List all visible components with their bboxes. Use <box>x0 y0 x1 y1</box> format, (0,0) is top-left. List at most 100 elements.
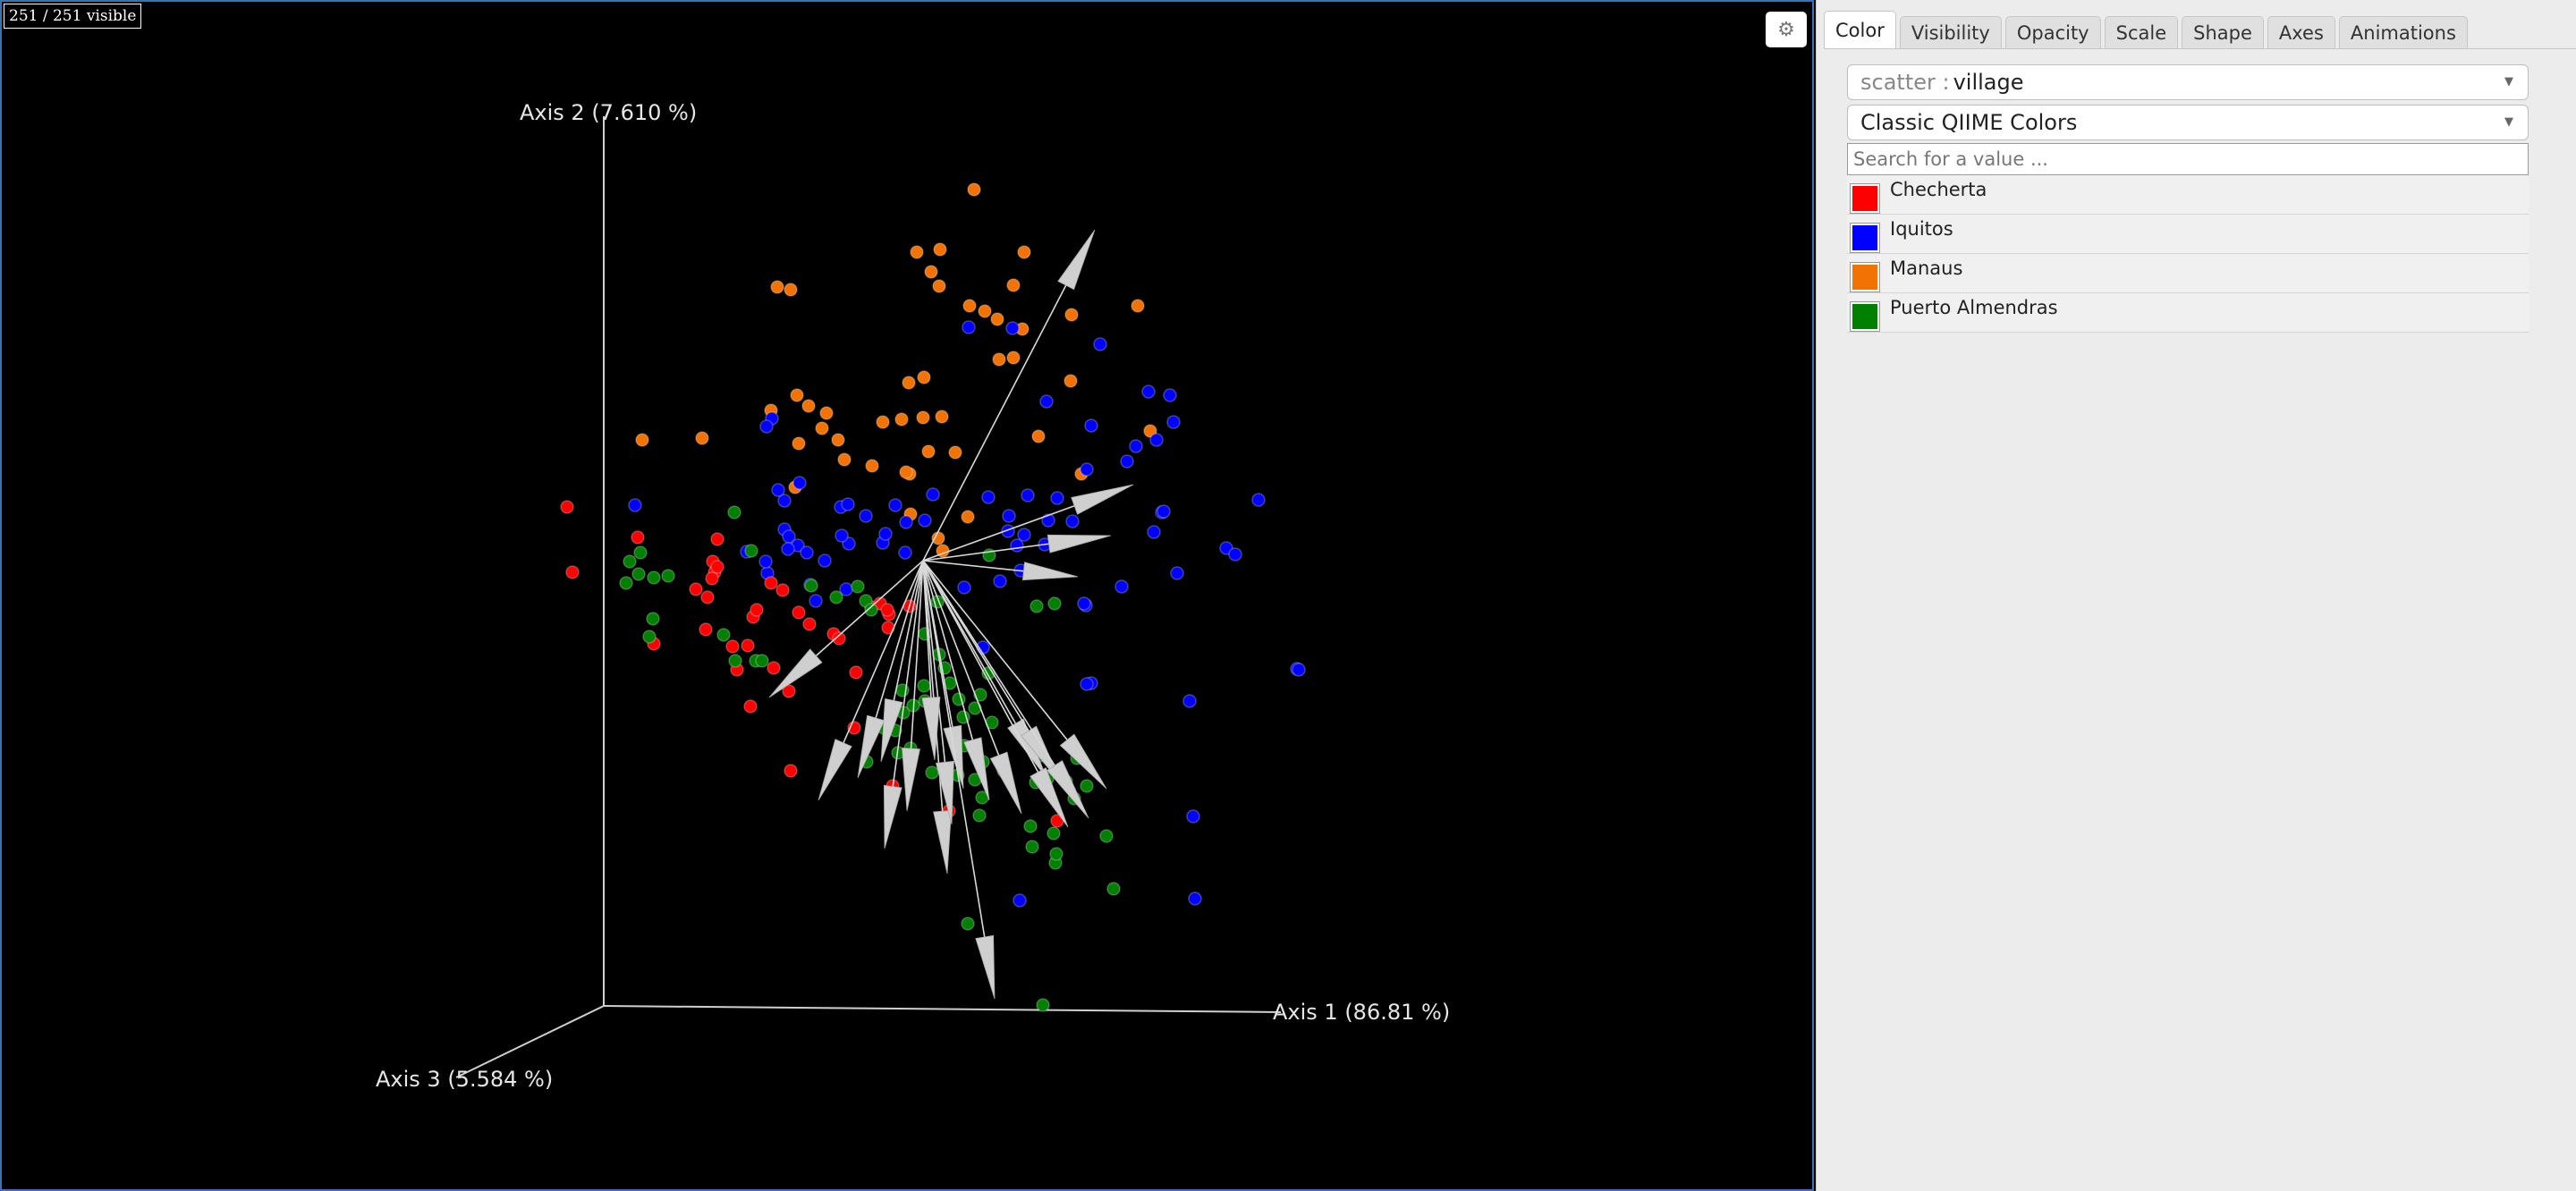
sample-point[interactable] <box>784 764 798 778</box>
tab-opacity[interactable]: Opacity <box>2004 16 2101 48</box>
sample-point[interactable] <box>898 545 912 560</box>
color-swatch[interactable] <box>1851 301 1879 331</box>
sample-point[interactable] <box>782 684 796 698</box>
sample-point[interactable] <box>1046 826 1061 840</box>
sample-point[interactable] <box>880 603 894 617</box>
sample-point[interactable] <box>837 452 852 467</box>
sample-point[interactable] <box>1013 893 1027 908</box>
sample-point[interactable] <box>619 576 633 590</box>
sample-point[interactable] <box>781 542 795 556</box>
sample-point[interactable] <box>792 476 807 490</box>
sample-point[interactable] <box>1041 513 1055 528</box>
sample-point[interactable] <box>689 582 703 596</box>
sample-point[interactable] <box>800 545 814 560</box>
sample-point[interactable] <box>755 654 769 668</box>
sample-point[interactable] <box>1006 278 1021 292</box>
sample-point[interactable] <box>767 661 781 675</box>
sample-point[interactable] <box>902 376 916 390</box>
emperor-plot-canvas[interactable]: Axis 2 (7.610 %) Axis 1 (86.81 %) Axis 3… <box>0 0 1814 1191</box>
tab-shape[interactable]: Shape <box>2182 16 2264 48</box>
sample-point[interactable] <box>1063 374 1078 388</box>
sample-point[interactable] <box>849 665 863 680</box>
sample-point[interactable] <box>918 513 932 528</box>
sample-point[interactable] <box>1166 415 1181 429</box>
sample-point[interactable] <box>1147 525 1161 539</box>
sample-point[interactable] <box>972 808 987 823</box>
sample-point[interactable] <box>725 639 740 654</box>
sample-point[interactable] <box>917 370 931 384</box>
sample-point[interactable] <box>948 445 962 460</box>
sample-point[interactable] <box>1065 514 1080 528</box>
sample-point[interactable] <box>835 528 849 543</box>
sample-point[interactable] <box>899 515 913 529</box>
sample-point[interactable] <box>801 399 816 413</box>
sample-point[interactable] <box>1141 384 1156 399</box>
sample-point[interactable] <box>910 245 924 259</box>
colormap-select[interactable]: Classic QIIME Colors ▼ <box>1847 105 2529 140</box>
sample-point[interactable] <box>647 570 661 585</box>
sample-point[interactable] <box>744 544 758 558</box>
sample-point[interactable] <box>878 527 893 541</box>
sample-point[interactable] <box>1120 454 1134 469</box>
sample-point[interactable] <box>917 679 931 693</box>
sample-point[interactable] <box>851 579 865 594</box>
sample-point[interactable] <box>832 631 846 646</box>
sample-point[interactable] <box>804 579 818 593</box>
sample-point[interactable] <box>921 444 936 459</box>
sample-point[interactable] <box>1017 245 1031 259</box>
tab-animations[interactable]: Animations <box>2338 16 2468 48</box>
sample-point[interactable] <box>924 265 938 279</box>
sample-point[interactable] <box>932 279 946 293</box>
sample-point[interactable] <box>770 280 784 294</box>
sample-point[interactable] <box>933 242 947 257</box>
sample-point[interactable] <box>1129 439 1143 453</box>
sample-point[interactable] <box>623 554 637 569</box>
sample-point[interactable] <box>1251 493 1266 507</box>
tab-axes[interactable]: Axes <box>2267 16 2335 48</box>
sample-point[interactable] <box>646 612 660 626</box>
sample-point[interactable] <box>859 509 873 523</box>
sample-point[interactable] <box>705 571 719 586</box>
sample-point[interactable] <box>1182 694 1197 708</box>
settings-button[interactable]: ⚙ <box>1766 12 1807 47</box>
sample-point[interactable] <box>829 590 843 604</box>
sample-point[interactable] <box>1050 491 1064 505</box>
sample-point[interactable] <box>631 567 646 581</box>
sample-point[interactable] <box>792 436 806 451</box>
sample-point[interactable] <box>758 554 773 569</box>
sample-point[interactable] <box>635 433 649 447</box>
sample-point[interactable] <box>710 532 724 546</box>
sample-point[interactable] <box>1099 829 1114 843</box>
sample-point[interactable] <box>1080 462 1094 477</box>
sample-point[interactable] <box>790 388 804 402</box>
sample-point[interactable] <box>978 304 992 318</box>
sample-point[interactable] <box>777 494 792 508</box>
sample-point[interactable] <box>1080 779 1094 793</box>
sample-point[interactable] <box>1023 819 1038 833</box>
scatter-scene[interactable]: Axis 2 (7.610 %) Axis 1 (86.81 %) Axis 3… <box>2 2 1812 1189</box>
sample-point[interactable] <box>1017 528 1031 542</box>
sample-point[interactable] <box>1002 509 1016 523</box>
sample-point[interactable] <box>957 580 971 595</box>
sample-point[interactable] <box>1093 337 1107 351</box>
sample-point[interactable] <box>1157 504 1171 519</box>
sample-point[interactable] <box>990 312 1004 326</box>
sample-point[interactable] <box>1001 524 1015 538</box>
sample-point[interactable] <box>710 560 724 574</box>
sample-point[interactable] <box>699 622 713 637</box>
sample-point[interactable] <box>1080 677 1094 691</box>
sample-point[interactable] <box>631 530 645 545</box>
sample-point[interactable] <box>961 916 975 931</box>
sample-point[interactable] <box>1106 882 1121 896</box>
sample-point[interactable] <box>935 410 949 424</box>
sample-point[interactable] <box>916 410 930 425</box>
sample-point[interactable] <box>1114 579 1129 594</box>
sample-point[interactable] <box>1163 388 1177 402</box>
sample-point[interactable] <box>899 465 913 479</box>
sample-point[interactable] <box>741 638 755 653</box>
sample-point[interactable] <box>1049 847 1063 861</box>
sample-point[interactable] <box>750 603 764 617</box>
sample-point[interactable] <box>716 628 731 642</box>
sample-point[interactable] <box>727 505 741 519</box>
sample-point[interactable] <box>792 605 806 620</box>
